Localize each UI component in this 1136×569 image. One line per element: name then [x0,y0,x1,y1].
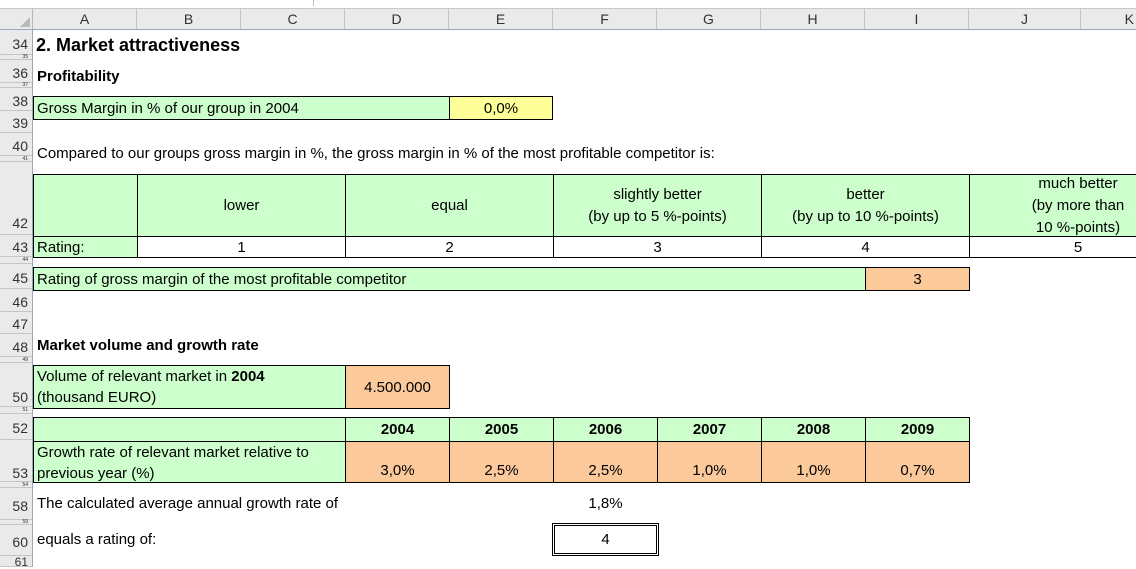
scale-sublabel: (by up to 5 %-points) [588,207,727,225]
year-header: 2007 [657,417,762,442]
growth-rate-value[interactable]: 1,0% [761,441,866,483]
select-all-corner[interactable] [0,9,33,29]
row-header[interactable]: 37 [0,83,32,88]
row-header[interactable]: 60 [0,525,32,556]
scale-label: lower [223,196,260,214]
row-header[interactable]: 38 [0,88,32,111]
growth-rate-value[interactable]: 2,5% [553,441,658,483]
growth-rate-value[interactable]: 3,0% [345,441,450,483]
scale-lower: lower [137,174,346,237]
row-header[interactable]: 53 [0,440,32,482]
row-header[interactable]: 47 [0,312,32,334]
year-header: 2006 [553,417,658,442]
row-header[interactable]: 34 [0,30,32,55]
market-volume-value[interactable]: 4.500.000 [345,365,450,409]
competitor-rating-value[interactable]: 3 [865,267,970,291]
row-header[interactable]: 59 [0,520,32,525]
gross-margin-input[interactable]: 0,0% [449,96,553,120]
market-volume-label-unit: (thousand EURO) [37,389,157,406]
row-header[interactable]: 48 [0,334,32,357]
column-header-g[interactable]: G [657,9,761,29]
equals-rating-value: 4 [552,523,659,556]
scale-sublabel: 10 %-points) [1035,218,1121,236]
scale-much-better: much better (by more than 10 %-points) [969,174,1136,237]
row-header[interactable]: 49 [0,357,32,363]
market-volume-label-text: Volume of relevant market in [37,368,232,385]
scale-label: equal [431,196,468,214]
row-header[interactable]: 51 [0,407,32,414]
scale-slightly-better: slightly better (by up to 5 %-points) [553,174,762,237]
column-header-e[interactable]: E [449,9,553,29]
years-blank-cell [33,417,346,442]
year-header: 2008 [761,417,866,442]
column-header-a[interactable]: A [33,9,137,29]
row-header[interactable]: 45 [0,264,32,289]
avg-growth-label: The calculated average annual growth rat… [37,495,339,512]
rating-label: Rating: [33,236,138,258]
row-header[interactable]: 40 [0,133,32,156]
column-header-b[interactable]: B [137,9,241,29]
column-header-d[interactable]: D [345,9,449,29]
row-header[interactable]: 52 [0,414,32,440]
column-header-f[interactable]: F [553,9,657,29]
column-header-h[interactable]: H [761,9,865,29]
rating-value: 3 [553,236,762,258]
column-header-i[interactable]: I [865,9,969,29]
row-header[interactable]: 46 [0,289,32,312]
scale-label: much better [1038,174,1118,192]
column-header-k[interactable]: K [1124,11,1134,27]
growth-rate-value[interactable]: 2,5% [449,441,554,483]
formula-bar-separator [313,0,314,6]
gross-margin-label: Gross Margin in % of our group in 2004 [33,96,450,120]
market-heading: Market volume and growth rate [37,337,259,354]
row-header[interactable]: 58 [0,488,32,520]
scale-sublabel: (by more than [1031,196,1125,214]
growth-rate-value[interactable]: 1,0% [657,441,762,483]
row-header[interactable]: 50 [0,363,32,407]
competitor-rating-label: Rating of gross margin of the most profi… [33,267,866,291]
growth-rate-value[interactable]: 0,7% [865,441,970,483]
profitability-heading: Profitability [37,68,120,85]
growth-rate-label: Growth rate of relevant market relative … [33,441,346,483]
row-header[interactable]: 36 [0,60,32,83]
scale-label: slightly better [613,185,702,203]
year-header: 2005 [449,417,554,442]
rating-value: 2 [345,236,554,258]
row-header[interactable]: 39 [0,111,32,133]
scale-label: better [846,185,885,203]
row-header[interactable]: 35 [0,55,32,60]
equals-rating-label: equals a rating of: [37,531,157,548]
market-volume-label-year: 2004 [231,368,265,385]
column-headers: A B C D E F G H I J K [0,9,1136,30]
year-header: 2009 [865,417,970,442]
row-header[interactable]: 61 [0,556,32,568]
row-header[interactable]: 54 [0,482,32,488]
formula-bar-strip [0,0,1136,9]
rating-value: 4 [761,236,970,258]
row-headers: 34 35 36 37 38 39 40 41 42 43 44 45 46 4… [0,30,33,568]
year-header: 2004 [345,417,450,442]
scale-better: better (by up to 10 %-points) [761,174,970,237]
column-header-j[interactable]: J [969,9,1081,29]
column-header-c[interactable]: C [241,9,345,29]
rating-value: 5 [969,236,1136,258]
row-header[interactable]: 44 [0,257,32,264]
section-title: 2. Market attractiveness [36,35,241,55]
row-header[interactable]: 41 [0,156,32,162]
scale-sublabel: (by up to 10 %-points) [792,207,939,225]
row-header[interactable]: 42 [0,162,32,235]
row-header[interactable]: 43 [0,235,32,257]
avg-growth-value: 1,8% [588,495,623,512]
scale-equal: equal [345,174,554,237]
compare-text: Compared to our groups gross margin in %… [37,145,715,162]
rating-value: 1 [137,236,346,258]
scale-blank-cell [33,174,138,237]
market-volume-label: Volume of relevant market in 2004 (thous… [33,365,346,409]
